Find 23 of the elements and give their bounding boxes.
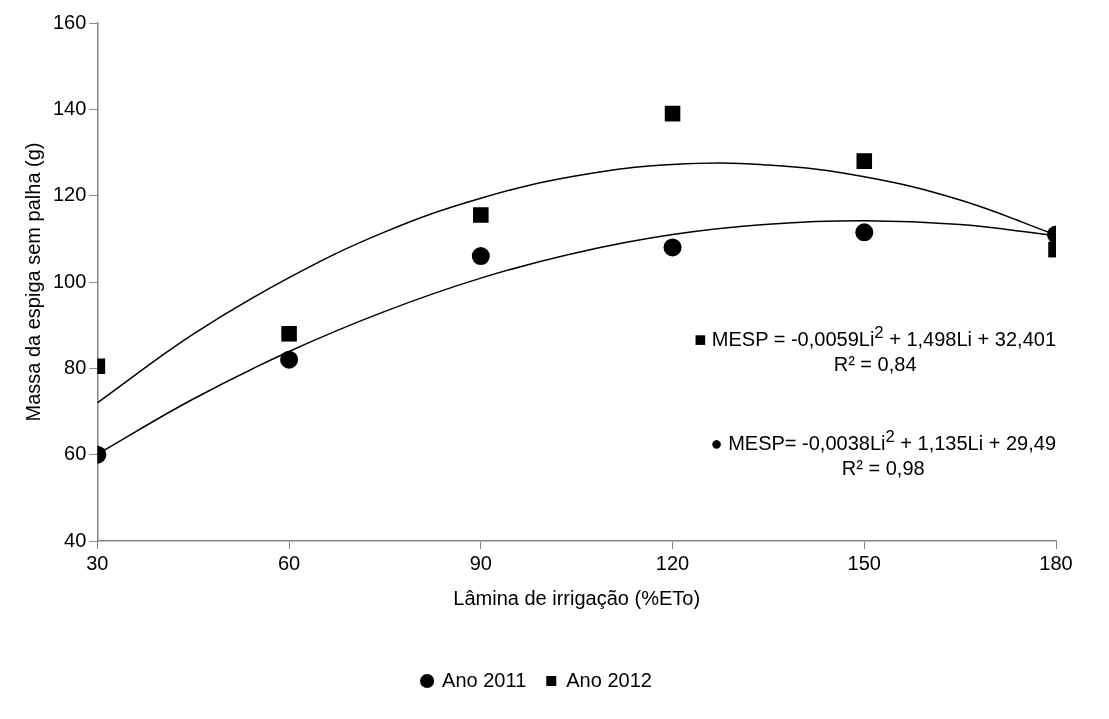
point	[664, 105, 681, 122]
point	[473, 207, 489, 223]
y-axis-title: Massa da espiga sem palha (g)	[21, 142, 44, 422]
legend-label: Ano 2011	[442, 668, 527, 691]
y-tick-label: 60	[64, 442, 87, 465]
y-tick-label: 120	[52, 183, 87, 206]
y-tick-label: 140	[52, 96, 87, 119]
y-tick-label: 100	[52, 269, 87, 292]
y-tick-label: 40	[64, 528, 87, 551]
annotation: ■ MESP = -0,0059Li$^{2}$ + 1,498Li + 32,401 R² = 0,84	[694, 323, 1056, 378]
point	[471, 247, 490, 266]
x-tick-label: 180	[1039, 551, 1073, 574]
x-tick-label: 30	[86, 551, 109, 574]
legend-label: Ano 2012	[566, 668, 652, 691]
point	[663, 238, 682, 257]
x-tick-label: 150	[847, 551, 881, 574]
x-tick-label: 90	[469, 551, 492, 574]
y-tick-label: 160	[52, 10, 87, 33]
annotation: ● MESP= -0,0038Li$^{2}$ + 1,135Li + 29,49 R² = 0,98	[710, 427, 1056, 481]
x-axis-title: Lâmina de irrigação (%ETo)	[453, 586, 701, 609]
x-tick-label: 120	[655, 551, 690, 574]
y-tick-label: 80	[64, 355, 87, 378]
x-tick-label: 60	[277, 551, 301, 574]
